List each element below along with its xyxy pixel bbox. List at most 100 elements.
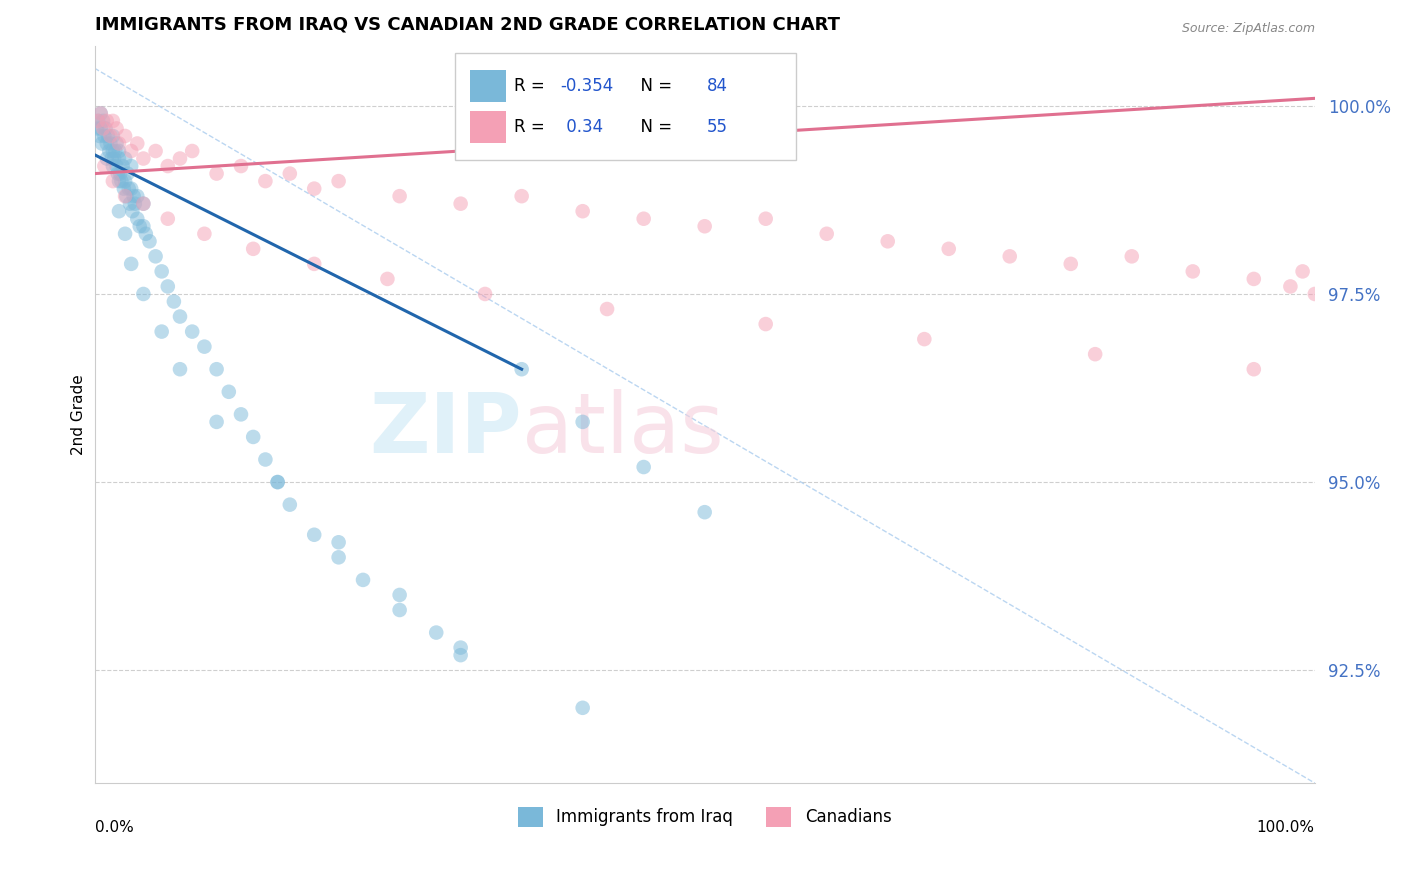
Point: [254, 452, 277, 467]
Point: [163, 294, 186, 309]
Text: R =: R =: [515, 118, 550, 136]
Point: [998, 249, 1021, 263]
Point: [115, 189, 138, 203]
Point: [111, 159, 134, 173]
Point: [1291, 264, 1313, 278]
Point: [122, 189, 145, 203]
Point: [474, 287, 496, 301]
Point: [425, 625, 447, 640]
Point: [278, 167, 301, 181]
Point: [596, 301, 619, 316]
Point: [181, 325, 204, 339]
Point: [181, 144, 204, 158]
Point: [121, 204, 143, 219]
Point: [1303, 287, 1326, 301]
Point: [150, 264, 173, 278]
Point: [328, 174, 350, 188]
Point: [114, 227, 136, 241]
Point: [571, 204, 593, 219]
Text: atlas: atlas: [522, 389, 724, 469]
Point: [100, 152, 122, 166]
Text: N =: N =: [630, 78, 678, 95]
Text: 0.34: 0.34: [561, 118, 603, 136]
Point: [1243, 272, 1265, 286]
Point: [101, 114, 124, 128]
FancyBboxPatch shape: [471, 70, 506, 103]
Point: [571, 415, 593, 429]
Point: [377, 272, 399, 286]
Point: [124, 196, 146, 211]
Point: [205, 415, 228, 429]
Point: [104, 144, 127, 158]
Point: [302, 181, 325, 195]
Point: [150, 325, 173, 339]
Point: [450, 648, 472, 662]
Point: [1121, 249, 1143, 263]
Point: [254, 174, 277, 188]
Point: [86, 121, 108, 136]
Point: [135, 227, 157, 241]
Point: [218, 384, 240, 399]
Point: [1243, 362, 1265, 376]
Text: 100.0%: 100.0%: [1257, 820, 1315, 835]
Point: [938, 242, 960, 256]
Point: [127, 189, 149, 203]
Point: [120, 181, 142, 195]
Point: [328, 535, 350, 549]
Text: IMMIGRANTS FROM IRAQ VS CANADIAN 2ND GRADE CORRELATION CHART: IMMIGRANTS FROM IRAQ VS CANADIAN 2ND GRA…: [94, 15, 839, 33]
Point: [108, 144, 131, 158]
Point: [120, 159, 142, 173]
Point: [108, 204, 131, 219]
Point: [96, 152, 118, 166]
Point: [93, 159, 115, 173]
Point: [912, 332, 935, 346]
Point: [156, 279, 179, 293]
Point: [169, 362, 191, 376]
Point: [1084, 347, 1107, 361]
Point: [388, 588, 411, 602]
Point: [114, 174, 136, 188]
Point: [97, 128, 120, 143]
Point: [108, 167, 131, 181]
Point: [1060, 257, 1083, 271]
Text: ZIP: ZIP: [370, 389, 522, 469]
Point: [693, 505, 716, 519]
Point: [388, 189, 411, 203]
Point: [229, 159, 252, 173]
Point: [103, 152, 125, 166]
Point: [105, 136, 128, 151]
Point: [450, 196, 472, 211]
Point: [633, 211, 655, 226]
Point: [101, 174, 124, 188]
Point: [105, 159, 128, 173]
Point: [132, 196, 155, 211]
Point: [266, 475, 288, 489]
Point: [156, 211, 179, 226]
Point: [112, 181, 135, 195]
Point: [242, 430, 264, 444]
Point: [100, 128, 122, 143]
Point: [96, 136, 118, 151]
Point: [169, 310, 191, 324]
Point: [145, 249, 167, 263]
Point: [90, 106, 112, 120]
Point: [132, 287, 155, 301]
Point: [510, 362, 533, 376]
Point: [91, 114, 114, 128]
Text: N =: N =: [630, 118, 678, 136]
Point: [450, 640, 472, 655]
Point: [87, 114, 110, 128]
Point: [110, 174, 132, 188]
Point: [87, 114, 110, 128]
Text: -0.354: -0.354: [561, 78, 614, 95]
Point: [127, 136, 149, 151]
Point: [1279, 279, 1302, 293]
Point: [128, 219, 150, 234]
Point: [90, 136, 112, 151]
Point: [571, 701, 593, 715]
Point: [510, 189, 533, 203]
Point: [815, 227, 838, 241]
Point: [876, 235, 898, 249]
Point: [302, 257, 325, 271]
Point: [100, 136, 122, 151]
